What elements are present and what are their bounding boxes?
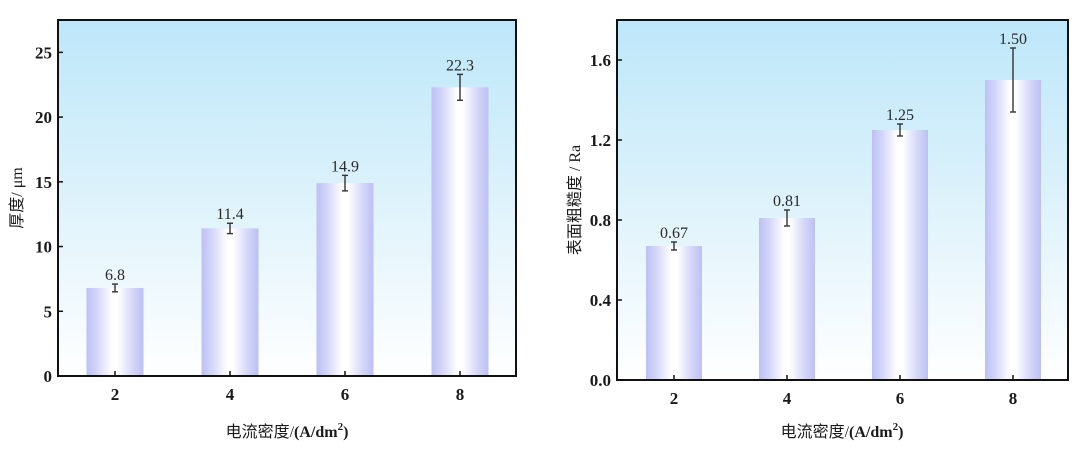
error-bar (342, 174, 348, 192)
y-tick-label: 0.8 (590, 211, 611, 230)
bar-4 (201, 228, 259, 376)
error-bar (457, 73, 463, 101)
x-tick-label: 4 (783, 389, 792, 408)
error-bar (671, 241, 677, 251)
value-label: 0.81 (773, 193, 801, 210)
error-bar (784, 209, 790, 227)
error-bar (112, 283, 118, 293)
y-axis-title: 表面粗糙度 / Ra (566, 145, 584, 255)
value-label: 6.8 (105, 267, 125, 284)
x-tick-label: 2 (670, 389, 679, 408)
y-axis-title: 厚度/ μm (8, 167, 26, 229)
value-label: 1.25 (886, 107, 914, 124)
plot-frame (57, 19, 517, 377)
bar-8 (431, 87, 489, 377)
x-axis-title: 电流密度/(A/dm2) (781, 421, 904, 441)
y-tick-label: 15 (35, 173, 52, 192)
y-tick-label: 20 (35, 108, 52, 127)
x-tick-label: 4 (226, 385, 235, 404)
bar-6 (872, 130, 928, 380)
y-tick-label: 0 (44, 367, 53, 386)
value-label: 14.9 (331, 158, 359, 175)
x-axis-title: 电流密度/(A/dm2) (226, 421, 349, 441)
value-label: 22.3 (446, 57, 474, 74)
x-tick-label: 8 (456, 385, 465, 404)
roughness-bar-chart: 0.67 2 0.81 4 1.25 6 1.50 8 0.0 0.4 0.8 1.2 1.6 表面粗糙度… (566, 19, 1069, 441)
plot-frame (616, 19, 1069, 381)
x-tick-label: 6 (341, 385, 350, 404)
bar-6 (316, 183, 374, 376)
bar-4 (759, 218, 815, 380)
error-bar (897, 123, 903, 137)
x-tick-label: 2 (111, 385, 120, 404)
y-tick-label: 0.0 (590, 371, 611, 390)
y-tick-label: 10 (35, 238, 52, 257)
value-label: 1.50 (999, 31, 1027, 48)
x-tick-label: 8 (1009, 389, 1018, 408)
value-label: 0.67 (660, 225, 688, 242)
y-tick-label: 0.4 (590, 291, 612, 310)
y-tick-label: 1.6 (590, 51, 611, 70)
error-bar (1010, 47, 1016, 113)
bar-8 (985, 80, 1041, 380)
error-bar (227, 222, 233, 235)
y-tick-label: 25 (35, 43, 52, 62)
bar-2 (86, 287, 144, 376)
x-tick-label: 6 (896, 389, 905, 408)
thickness-bar-chart: 6.8 2 11.4 4 14.9 6 22.3 8 0 5 10 15 20 25 厚度/ μm 电流密度/… (8, 19, 517, 441)
y-tick-label: 5 (44, 302, 53, 321)
bar-2 (646, 246, 702, 380)
value-label: 11.4 (216, 206, 243, 223)
y-tick-label: 1.2 (590, 131, 611, 150)
